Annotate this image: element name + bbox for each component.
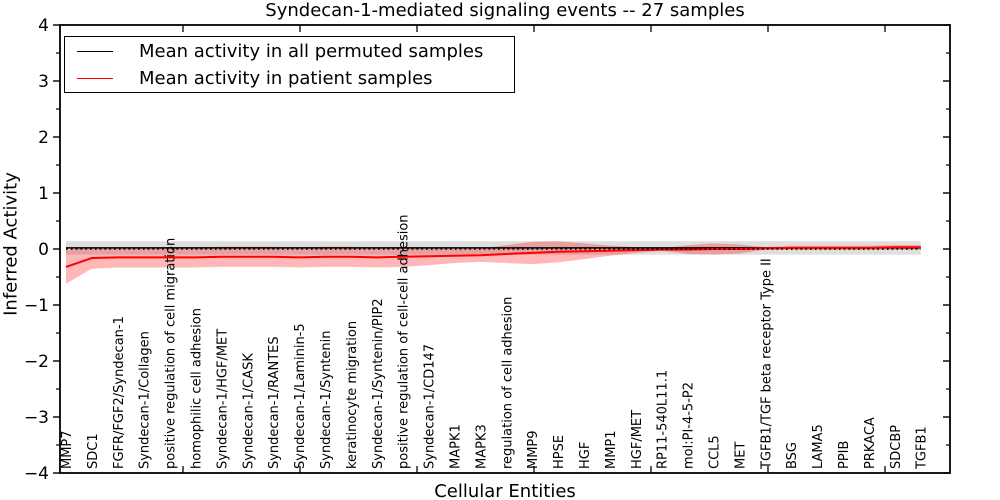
x-tick-label: MET [733,442,748,469]
x-tick-label: MAPK3 [474,424,489,469]
x-tick-label: Syndecan-1/Syntenin [319,331,334,470]
x-tick-label: HGF/MET [630,410,645,469]
chart-title: Syndecan-1-mediated signaling events -- … [265,0,745,21]
y-tick-label: 4 [38,16,49,36]
x-tick-label: TGFB1 [915,426,930,470]
x-tick-label: Syndecan-1/CD147 [423,344,438,469]
x-tick-label: LAMA5 [811,424,826,469]
x-tick-label: TGFB1/TGF beta receptor Type II [759,258,774,470]
y-tick-label: 0 [38,240,49,260]
y-tick-label: 1 [38,184,49,204]
x-tick-label: PRKACA [863,417,878,469]
y-tick-label: −4 [24,464,49,484]
x-tick-label: positive regulation of cell migration [164,238,179,469]
patient-std-band [66,241,921,284]
x-tick-label: CCL5 [708,435,723,469]
x-tick-label: HPSE [552,435,567,469]
legend-item-permuted: Mean activity in all permuted samples [65,38,514,64]
x-tick-label: MMP9 [526,430,541,469]
x-tick-label: RP11-540L11.1 [656,370,671,469]
x-tick-label: mol:PI-4-5-P2 [682,382,697,469]
x-tick-label: SDCBP [889,425,904,469]
x-tick-label: Syndecan-1/Syntenin/PIP2 [371,298,386,469]
x-tick-label: SDC1 [86,433,101,469]
permuted-line-sample [77,50,113,52]
legend-label-permuted: Mean activity in all permuted samples [139,40,484,62]
legend: Mean activity in all permuted samples Me… [64,36,515,93]
x-tick-label: Syndecan-1/CASK [241,353,256,469]
y-tick-label: −2 [24,352,49,372]
x-tick-label: Syndecan-1/Laminin-5 [293,323,308,469]
x-tick-label: Syndecan-1/Collagen [138,331,153,469]
x-tick-label: BSG [785,442,800,469]
x-tick-label: FGFR/FGF2/Syndecan-1 [112,316,127,469]
x-tick-label: MMP7 [60,430,75,469]
x-tick-label: MAPK1 [449,424,464,469]
x-tick-label: homophilic cell adhesion [190,308,205,469]
legend-label-patient: Mean activity in patient samples [139,67,433,89]
x-tick-label: HGF [578,442,593,469]
x-axis-title: Cellular Entities [434,481,576,500]
patient-mean-line [65,246,921,268]
x-tick-label: regulation of cell adhesion [500,297,515,469]
x-tick-label: keratinocyte migration [345,321,360,469]
legend-item-patient: Mean activity in patient samples [65,65,514,91]
y-tick-label: −3 [24,408,49,428]
y-tick-label: 2 [38,128,49,148]
x-tick-label: MMP1 [604,430,619,469]
y-tick-label: 3 [38,72,49,92]
x-tick-label: Syndecan-1/RANTES [267,336,282,469]
patient-line-sample [77,77,113,79]
y-tick-label: −1 [24,296,49,316]
x-tick-label: positive regulation of cell-cell adhesio… [397,214,412,469]
x-tick-label: Syndecan-1/HGF/MET [215,329,230,469]
x-tick-label: PPIB [837,441,852,469]
